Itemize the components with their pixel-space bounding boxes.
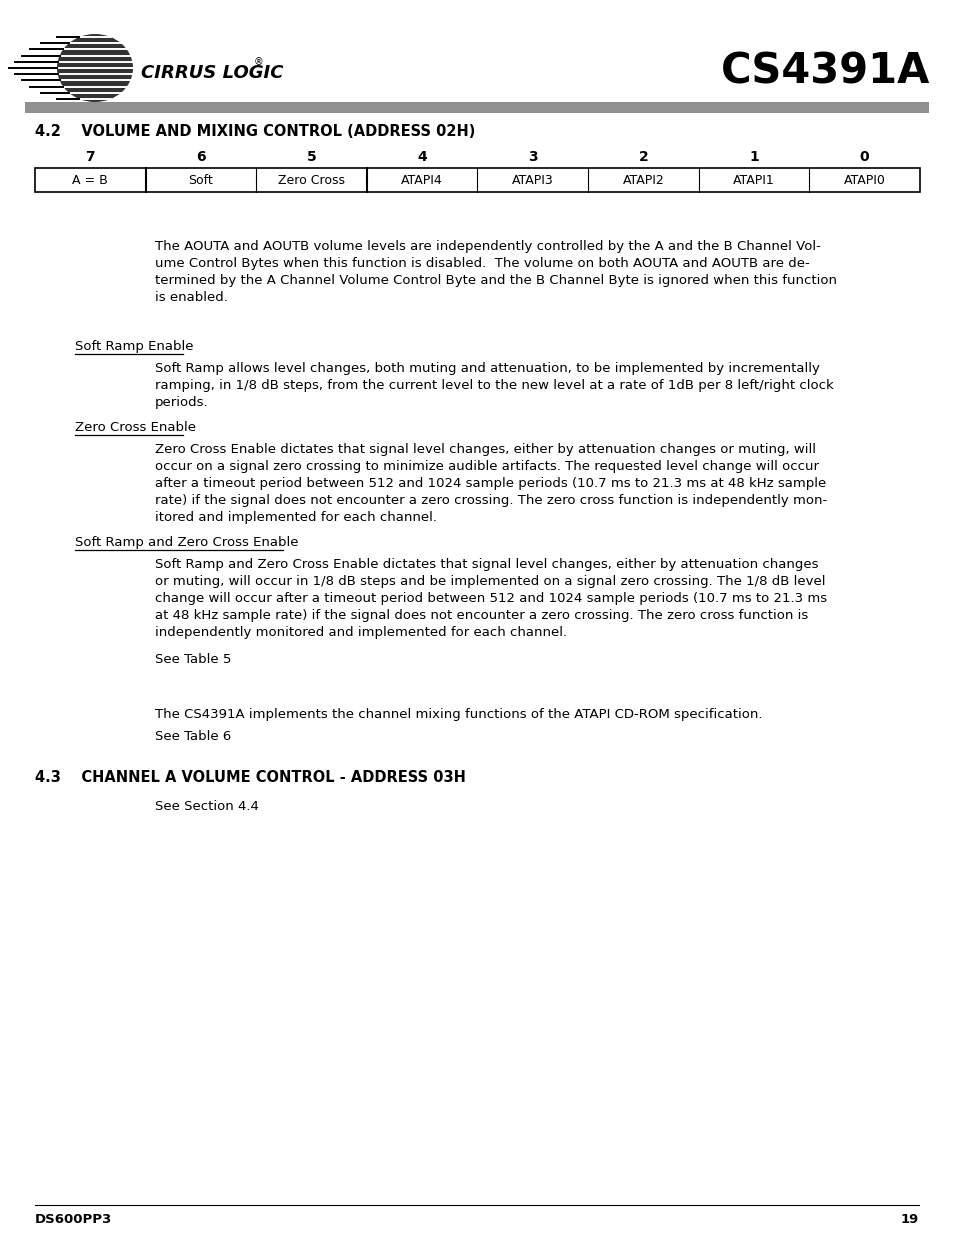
Text: See Table 5: See Table 5 xyxy=(154,653,232,666)
Text: 19: 19 xyxy=(900,1213,918,1226)
Text: Zero Cross Enable: Zero Cross Enable xyxy=(75,421,195,433)
Text: ATAPI3: ATAPI3 xyxy=(512,173,553,186)
Text: ATAPI1: ATAPI1 xyxy=(733,173,774,186)
Text: itored and implemented for each channel.: itored and implemented for each channel. xyxy=(154,511,436,524)
Text: is enabled.: is enabled. xyxy=(154,291,228,304)
Text: occur on a signal zero crossing to minimize audible artifacts. The requested lev: occur on a signal zero crossing to minim… xyxy=(154,459,818,473)
Bar xyxy=(25,103,928,112)
Text: See Section 4.4: See Section 4.4 xyxy=(154,800,258,813)
Text: 3: 3 xyxy=(527,149,537,164)
Text: Soft Ramp Enable: Soft Ramp Enable xyxy=(75,340,193,353)
Text: 0: 0 xyxy=(859,149,868,164)
Text: The CS4391A implements the channel mixing functions of the ATAPI CD-ROM specific: The CS4391A implements the channel mixin… xyxy=(154,708,761,721)
Text: CIRRUS LOGIC: CIRRUS LOGIC xyxy=(141,64,283,82)
Text: 7: 7 xyxy=(86,149,95,164)
Bar xyxy=(35,168,919,191)
Text: 4.3    CHANNEL A VOLUME CONTROL - ADDRESS 03H: 4.3 CHANNEL A VOLUME CONTROL - ADDRESS 0… xyxy=(35,769,465,785)
Text: 4.2    VOLUME AND MIXING CONTROL (ADDRESS 02H): 4.2 VOLUME AND MIXING CONTROL (ADDRESS 0… xyxy=(35,124,475,140)
Text: ATAPI0: ATAPI0 xyxy=(842,173,884,186)
Text: 1: 1 xyxy=(748,149,759,164)
Text: periods.: periods. xyxy=(154,396,209,409)
Text: at 48 kHz sample rate) if the signal does not encounter a zero crossing. The zer: at 48 kHz sample rate) if the signal doe… xyxy=(154,609,807,622)
Text: 4: 4 xyxy=(416,149,427,164)
Text: Soft Ramp and Zero Cross Enable dictates that signal level changes, either by at: Soft Ramp and Zero Cross Enable dictates… xyxy=(154,558,818,571)
Text: ATAPI4: ATAPI4 xyxy=(401,173,442,186)
Text: See Table 6: See Table 6 xyxy=(154,730,231,743)
Text: rate) if the signal does not encounter a zero crossing. The zero cross function : rate) if the signal does not encounter a… xyxy=(154,494,826,508)
Text: ramping, in 1/8 dB steps, from the current level to the new level at a rate of 1: ramping, in 1/8 dB steps, from the curre… xyxy=(154,379,833,391)
Text: Zero Cross Enable dictates that signal level changes, either by attenuation chan: Zero Cross Enable dictates that signal l… xyxy=(154,443,815,456)
Text: 5: 5 xyxy=(306,149,316,164)
Text: CS4391A: CS4391A xyxy=(720,51,929,93)
Text: The AOUTA and AOUTB volume levels are independently controlled by the A and the : The AOUTA and AOUTB volume levels are in… xyxy=(154,240,820,253)
Text: DS600PP3: DS600PP3 xyxy=(35,1213,112,1226)
Text: change will occur after a timeout period between 512 and 1024 sample periods (10: change will occur after a timeout period… xyxy=(154,592,826,605)
Text: Zero Cross: Zero Cross xyxy=(277,173,345,186)
Text: ®: ® xyxy=(253,57,263,67)
Text: Soft: Soft xyxy=(189,173,213,186)
Text: A = B: A = B xyxy=(72,173,108,186)
Text: Soft Ramp allows level changes, both muting and attenuation, to be implemented b: Soft Ramp allows level changes, both mut… xyxy=(154,362,819,375)
Text: Soft Ramp and Zero Cross Enable: Soft Ramp and Zero Cross Enable xyxy=(75,536,298,550)
Ellipse shape xyxy=(57,35,132,103)
Text: ume Control Bytes when this function is disabled.  The volume on both AOUTA and : ume Control Bytes when this function is … xyxy=(154,257,809,270)
Text: or muting, will occur in 1/8 dB steps and be implemented on a signal zero crossi: or muting, will occur in 1/8 dB steps an… xyxy=(154,576,824,588)
Text: 6: 6 xyxy=(196,149,206,164)
Text: termined by the A Channel Volume Control Byte and the B Channel Byte is ignored : termined by the A Channel Volume Control… xyxy=(154,274,836,287)
Text: after a timeout period between 512 and 1024 sample periods (10.7 ms to 21.3 ms a: after a timeout period between 512 and 1… xyxy=(154,477,825,490)
Text: independently monitored and implemented for each channel.: independently monitored and implemented … xyxy=(154,626,566,638)
Text: 2: 2 xyxy=(638,149,648,164)
Text: ATAPI2: ATAPI2 xyxy=(622,173,663,186)
